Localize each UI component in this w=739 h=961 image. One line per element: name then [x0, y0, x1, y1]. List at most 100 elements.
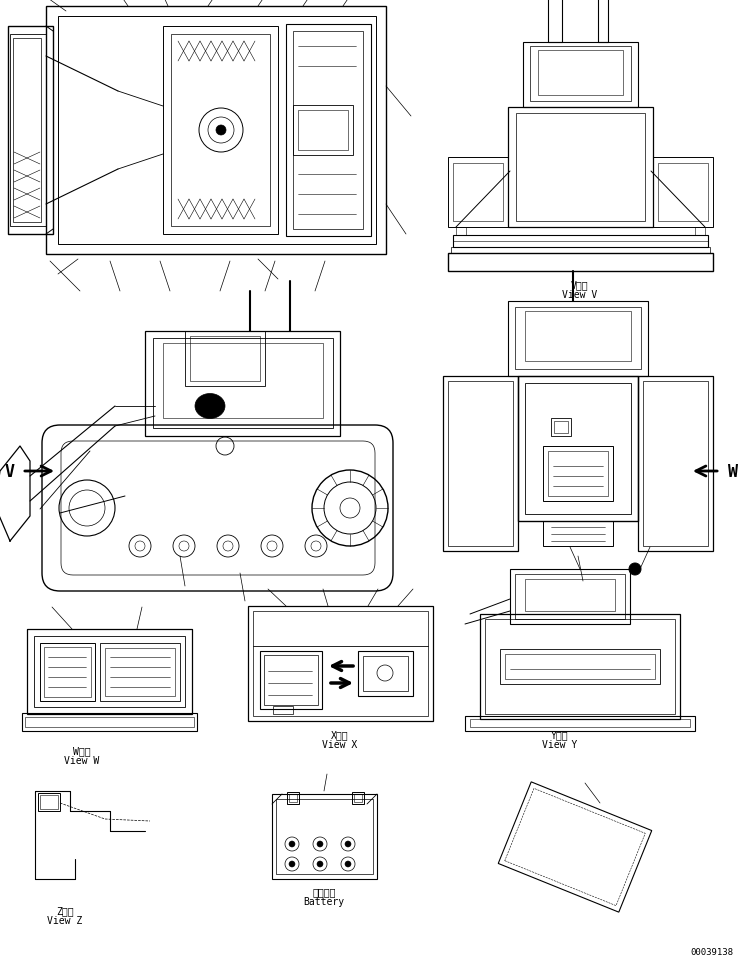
Bar — [453, 235, 708, 248]
Bar — [34, 636, 185, 707]
Text: W　視: W 視 — [73, 745, 91, 755]
Bar — [485, 619, 675, 714]
Bar — [518, 377, 638, 522]
Bar — [525, 579, 615, 611]
Bar — [273, 706, 293, 714]
Bar — [264, 655, 318, 705]
Bar — [27, 629, 192, 714]
Bar — [287, 792, 299, 804]
Bar — [260, 652, 322, 709]
Bar — [40, 643, 95, 702]
Bar — [548, 452, 608, 497]
Bar — [8, 27, 53, 234]
Bar — [548, 0, 562, 43]
Circle shape — [289, 841, 295, 847]
Bar — [508, 108, 653, 228]
Bar — [185, 332, 265, 386]
Bar — [354, 794, 362, 802]
Bar — [25, 717, 194, 727]
Bar — [248, 606, 433, 722]
Bar — [551, 419, 571, 436]
Bar — [363, 656, 408, 691]
Bar — [22, 713, 197, 731]
Bar — [453, 163, 503, 222]
Bar — [58, 17, 376, 245]
Bar — [554, 422, 568, 433]
Bar — [505, 789, 645, 905]
Bar — [46, 7, 386, 255]
Bar — [653, 158, 713, 228]
Ellipse shape — [195, 394, 225, 419]
Bar — [470, 719, 690, 727]
Bar — [598, 0, 608, 43]
Bar — [543, 522, 613, 547]
Text: 00039138: 00039138 — [690, 947, 733, 956]
Bar — [163, 344, 323, 419]
Bar — [293, 32, 363, 230]
Bar — [525, 383, 631, 514]
Bar — [456, 228, 466, 235]
Bar — [510, 570, 630, 625]
Bar — [538, 51, 623, 96]
Bar — [500, 650, 660, 684]
Circle shape — [317, 841, 323, 847]
Bar — [352, 792, 364, 804]
Bar — [695, 228, 705, 235]
Bar — [145, 332, 340, 436]
Bar — [153, 338, 333, 429]
Bar — [480, 614, 680, 719]
Bar — [508, 302, 648, 377]
Bar — [13, 39, 41, 223]
Text: Y　視: Y 視 — [551, 729, 569, 739]
Bar — [638, 377, 713, 552]
Circle shape — [629, 563, 641, 576]
Text: Z　視: Z 視 — [56, 905, 74, 915]
Text: View X: View X — [322, 739, 358, 750]
Bar — [44, 648, 91, 698]
Circle shape — [289, 861, 295, 867]
Bar — [448, 158, 508, 228]
Bar — [163, 27, 278, 234]
Bar — [298, 111, 348, 151]
Text: View V: View V — [562, 289, 598, 300]
Bar — [276, 800, 373, 875]
Bar — [525, 311, 631, 361]
Bar — [443, 377, 518, 552]
Bar — [171, 35, 270, 227]
Bar — [190, 336, 260, 382]
Bar — [289, 794, 297, 802]
Bar — [523, 43, 638, 108]
Circle shape — [345, 861, 351, 867]
Bar — [515, 308, 641, 370]
Bar — [516, 114, 645, 222]
Bar — [253, 611, 428, 716]
Bar — [643, 382, 708, 547]
Bar — [448, 254, 713, 272]
Bar — [272, 794, 377, 879]
Bar — [293, 106, 353, 156]
Text: Battery: Battery — [304, 896, 344, 906]
Bar — [505, 654, 655, 679]
Bar — [358, 652, 413, 697]
Circle shape — [317, 861, 323, 867]
Text: V　視: V 視 — [571, 280, 589, 289]
Bar — [286, 25, 371, 236]
Circle shape — [345, 841, 351, 847]
Text: View W: View W — [64, 755, 100, 765]
Text: W: W — [728, 462, 738, 480]
Text: V: V — [5, 462, 15, 480]
Bar — [105, 649, 175, 697]
Bar — [530, 47, 631, 102]
Bar — [38, 793, 60, 811]
Text: X　視: X 視 — [331, 729, 349, 739]
Bar — [451, 248, 710, 254]
Bar — [40, 795, 58, 809]
Bar — [100, 643, 180, 702]
Bar — [498, 782, 652, 912]
Bar — [10, 35, 46, 227]
Bar — [543, 447, 613, 502]
Bar — [658, 163, 708, 222]
Bar — [465, 716, 695, 731]
Text: View Y: View Y — [542, 739, 578, 750]
Text: バッテリ: バッテリ — [313, 886, 336, 896]
